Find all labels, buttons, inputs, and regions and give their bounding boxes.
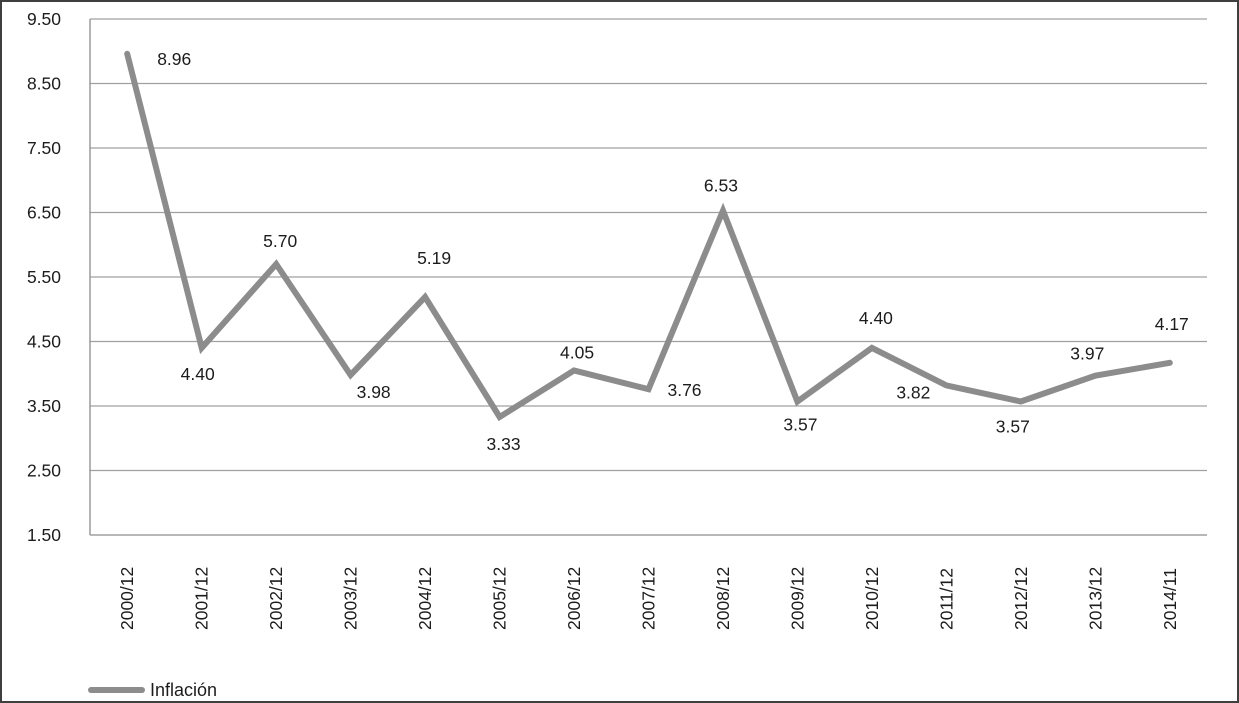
svg-text:3.76: 3.76 [667, 380, 701, 400]
svg-text:4.50: 4.50 [27, 332, 61, 352]
svg-text:3.97: 3.97 [1070, 344, 1104, 364]
svg-text:1.50: 1.50 [27, 525, 61, 545]
svg-text:4.40: 4.40 [181, 364, 215, 384]
svg-text:2013/12: 2013/12 [1085, 567, 1105, 630]
svg-text:2004/12: 2004/12 [415, 567, 435, 630]
axes [89, 19, 1207, 536]
svg-text:2011/12: 2011/12 [936, 568, 956, 630]
svg-text:2008/12: 2008/12 [713, 567, 733, 630]
svg-text:2000/12: 2000/12 [117, 567, 137, 630]
svg-text:2005/12: 2005/12 [490, 567, 510, 630]
svg-text:2002/12: 2002/12 [266, 567, 286, 630]
svg-text:2.50: 2.50 [27, 461, 61, 481]
svg-text:2001/12: 2001/12 [192, 567, 212, 630]
legend: Inflación [88, 679, 217, 701]
svg-text:2003/12: 2003/12 [341, 567, 361, 630]
svg-text:4.40: 4.40 [859, 308, 893, 328]
svg-text:2014/11: 2014/11 [1160, 568, 1180, 630]
svg-text:2010/12: 2010/12 [862, 567, 882, 630]
svg-text:7.50: 7.50 [27, 138, 61, 158]
inflation-line [124, 50, 1173, 422]
legend-label: Inflación [150, 680, 218, 700]
y-axis-tick-labels: 9.50 8.50 7.50 6.50 5.50 4.50 3.50 2.50 1.50 [27, 9, 61, 545]
svg-text:3.33: 3.33 [487, 434, 521, 454]
x-axis-tick-labels: 2000/12 2001/12 2002/12 2003/12 2004/12 2005/… [117, 567, 1180, 630]
svg-text:3.57: 3.57 [783, 414, 817, 434]
svg-text:6.53: 6.53 [704, 176, 738, 196]
svg-text:9.50: 9.50 [27, 9, 61, 29]
svg-text:3.98: 3.98 [357, 382, 391, 402]
gridlines [90, 18, 1207, 472]
svg-text:4.05: 4.05 [560, 343, 594, 363]
svg-text:8.96: 8.96 [157, 49, 191, 69]
svg-text:2012/12: 2012/12 [1011, 567, 1031, 630]
svg-text:4.17: 4.17 [1155, 314, 1189, 334]
svg-text:5.19: 5.19 [417, 248, 451, 268]
svg-text:5.50: 5.50 [27, 267, 61, 287]
svg-text:2007/12: 2007/12 [639, 567, 659, 630]
svg-text:6.50: 6.50 [27, 203, 61, 223]
svg-text:3.82: 3.82 [896, 382, 930, 402]
svg-text:5.70: 5.70 [263, 231, 297, 251]
svg-text:3.57: 3.57 [996, 416, 1030, 436]
svg-text:8.50: 8.50 [27, 74, 61, 94]
legend-line-swatch [88, 687, 145, 693]
data-point-labels: 8.96 4.40 5.70 3.98 5.19 3.33 4.05 3.76 6.53 3.57… [157, 49, 1189, 454]
svg-text:2006/12: 2006/12 [564, 567, 584, 630]
svg-text:3.50: 3.50 [27, 396, 61, 416]
svg-text:2009/12: 2009/12 [787, 567, 807, 630]
